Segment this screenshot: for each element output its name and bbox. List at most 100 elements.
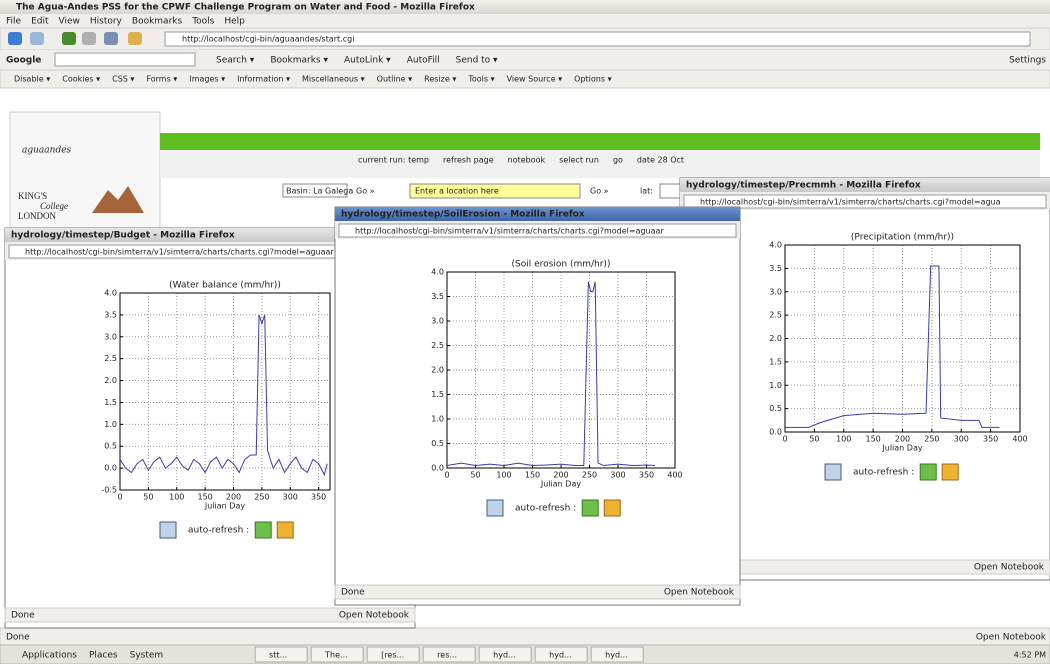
nav-button[interactable] (62, 32, 76, 45)
y-tick-label: 1.5 (769, 357, 782, 366)
dev-toolbar-item[interactable]: Resize ▾ (424, 75, 456, 84)
window-status: Done (341, 588, 365, 598)
dev-toolbar-item[interactable]: Images ▾ (189, 75, 225, 84)
y-tick-label: 3.5 (104, 310, 117, 319)
dev-toolbar-item[interactable]: Tools ▾ (467, 75, 494, 84)
nav-button[interactable] (8, 32, 22, 45)
dev-toolbar-item[interactable]: Miscellaneous ▾ (302, 75, 365, 84)
google-toolbar-item[interactable]: AutoLink ▾ (344, 56, 391, 66)
popup-window: hydrology/timestep/SoilErosion - Mozilla… (334, 206, 741, 606)
y-tick-label: -0.5 (101, 486, 117, 495)
dev-toolbar-item[interactable]: Forms ▾ (146, 75, 177, 84)
google-toolbar-item[interactable]: Bookmarks ▾ (270, 56, 328, 66)
taskbar-button[interactable] (422, 646, 476, 663)
go-button[interactable]: Go » (356, 187, 375, 196)
y-tick-label: 1.0 (769, 381, 782, 390)
google-toolbar-item[interactable]: Search ▾ (216, 56, 255, 66)
google-toolbar-item[interactable]: AutoFill (407, 56, 440, 66)
y-tick-label: 3.5 (431, 292, 444, 301)
refresh-label: auto-refresh : (188, 526, 249, 536)
menu-item[interactable]: History (90, 17, 123, 27)
window-status-bar (4, 607, 416, 623)
dev-toolbar-item[interactable]: Cookies ▾ (62, 75, 100, 84)
taskbar-button[interactable] (254, 646, 308, 663)
menu-item[interactable]: View (59, 17, 80, 27)
menu-item[interactable]: Bookmarks (132, 17, 183, 27)
menu-item[interactable]: Edit (31, 17, 49, 27)
dev-toolbar (0, 69, 1050, 89)
nav-link[interactable]: refresh page (443, 156, 494, 165)
status-bar (0, 627, 1050, 646)
refresh-on-icon[interactable] (254, 521, 272, 539)
nav-button[interactable] (128, 32, 142, 45)
basin-select[interactable] (282, 183, 348, 198)
y-tick-label: 2.5 (431, 341, 444, 350)
nav-button[interactable] (30, 32, 44, 45)
taskbar-button[interactable] (534, 646, 588, 663)
location-input[interactable] (409, 183, 581, 199)
college-line: LONDON (18, 211, 56, 221)
x-tick-label: 150 (197, 493, 212, 502)
url-field[interactable] (164, 31, 1031, 47)
y-tick-label: 2.5 (769, 311, 782, 320)
google-search-box[interactable] (54, 52, 196, 67)
menu-item[interactable]: Tools (191, 17, 214, 27)
nav-button[interactable] (104, 32, 118, 45)
taskbar-menu[interactable]: System (130, 651, 164, 661)
refresh-off-icon[interactable] (276, 521, 294, 539)
y-tick-label: 4.0 (431, 268, 444, 277)
menu-item[interactable]: Help (224, 17, 245, 27)
y-tick-label: 1.0 (104, 420, 117, 429)
taskbar-task: The... (324, 651, 348, 660)
nav-link[interactable]: select run (559, 156, 599, 165)
image-icon[interactable] (486, 499, 504, 517)
notebook-link[interactable]: Open Notebook (976, 633, 1047, 643)
taskbar-button[interactable] (478, 646, 532, 663)
taskbar-button[interactable] (590, 646, 644, 663)
refresh-on-icon[interactable] (581, 499, 599, 517)
x-tick-label: 250 (254, 493, 269, 502)
x-tick-label: 100 (169, 493, 184, 502)
nav-link[interactable]: go (613, 156, 623, 165)
nav-link[interactable]: current run: temp (358, 156, 429, 165)
y-tick-label: 0.0 (104, 464, 117, 473)
window-url-field[interactable] (338, 223, 737, 238)
window-url-field[interactable] (683, 194, 1047, 209)
dev-toolbar-item[interactable]: Outline ▾ (377, 75, 413, 84)
nav-button[interactable] (82, 32, 96, 45)
dev-toolbar-item[interactable]: CSS ▾ (112, 75, 134, 84)
y-tick-label: 2.5 (104, 354, 117, 363)
taskbar-task: hyd... (605, 651, 628, 660)
window-title-bar (5, 228, 415, 242)
window-notebook-link[interactable]: Open Notebook (664, 588, 735, 598)
taskbar-button[interactable] (366, 646, 420, 663)
nav-link[interactable]: notebook (508, 156, 546, 165)
taskbar-menu[interactable]: Places (89, 651, 118, 661)
browser-chrome: The Agua-Andes PSS for the CPWF Challeng… (0, 0, 1050, 89)
y-tick-label: 0.0 (769, 428, 782, 437)
window-notebook-link[interactable]: Open Notebook (974, 563, 1045, 573)
refresh-off-icon[interactable] (941, 463, 959, 481)
dev-toolbar-item[interactable]: View Source ▾ (507, 75, 563, 84)
window-notebook-link[interactable]: Open Notebook (339, 611, 410, 621)
taskbar-button[interactable] (310, 646, 364, 663)
y-tick-label: 2.0 (431, 366, 444, 375)
image-icon[interactable] (824, 463, 842, 481)
google-settings[interactable]: Settings (1009, 56, 1046, 66)
refresh-off-icon[interactable] (603, 499, 621, 517)
dev-toolbar-item[interactable]: Information ▾ (237, 75, 290, 84)
taskbar-task: [res... (381, 651, 404, 660)
nav-link[interactable]: date 28 Oct (637, 156, 684, 165)
google-toolbar-item[interactable]: Send to ▾ (456, 56, 498, 66)
image-icon[interactable] (159, 521, 177, 539)
dev-toolbar-item[interactable]: Disable ▾ (14, 75, 50, 84)
taskbar-menu[interactable]: Applications (22, 651, 77, 661)
y-tick-label: 0.5 (431, 439, 444, 448)
refresh-on-icon[interactable] (919, 463, 937, 481)
plot-area (120, 293, 330, 490)
chart-title: (Water balance (mm/hr)) (169, 281, 281, 291)
go-button[interactable]: Go » (590, 187, 609, 196)
menu-item[interactable]: File (6, 17, 22, 27)
dev-toolbar-item[interactable]: Options ▾ (574, 75, 611, 84)
